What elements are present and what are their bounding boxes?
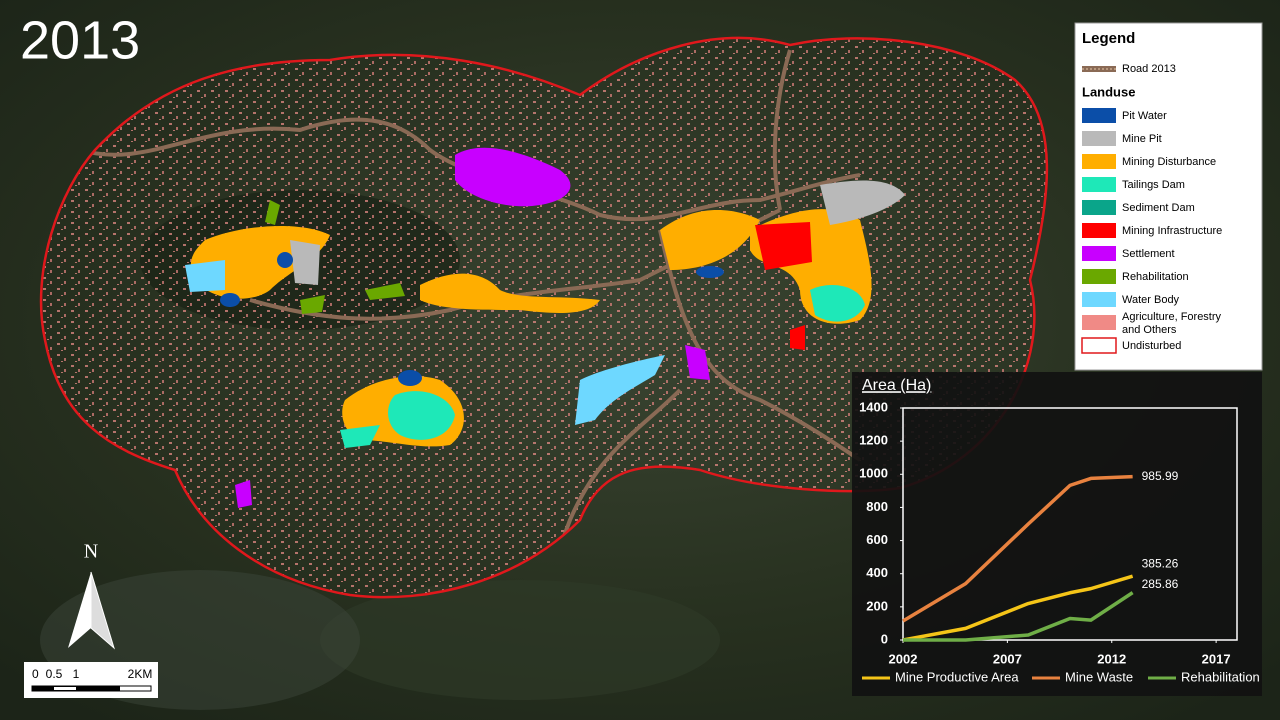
legend-label: Mine Productive Area [895,669,1019,684]
y-tick-label: 0 [881,631,888,646]
data-label: 985.99 [1142,469,1179,483]
north-arrow [90,571,115,650]
legend-swatch [1082,223,1116,238]
legend-label: Tailings Dam [1122,179,1185,191]
series-line [903,591,1134,642]
legend-swatch [1081,337,1117,354]
legend-label: Rehabilitation [1122,271,1189,283]
y-tick-label: 400 [866,565,888,580]
x-tick-label: 2007 [993,651,1022,666]
terrain [320,580,720,700]
data-label: 385.26 [1142,556,1179,570]
scale-label: 0.5 [46,667,63,681]
legend-label: Road 2013 [1122,63,1176,75]
legend-swatch [1082,108,1116,123]
legend-label: Mining Infrastructure [1122,225,1222,237]
legend-swatch [1082,246,1116,261]
x-tick-label: 2012 [1097,651,1126,666]
legend-swatch [1082,200,1116,215]
legend-swatch [1082,269,1116,284]
scale-label: 2KM [128,667,153,681]
scale-box [24,662,158,698]
legend-box [1074,22,1263,371]
legend-label: Water Body [1122,294,1180,306]
scale-bar [54,687,76,690]
series-line [902,474,1133,623]
y-tick-label: 1200 [859,433,888,448]
legend-label: Rehabilitation [1181,669,1260,684]
x-tick-label: 2017 [1202,651,1231,666]
y-tick-label: 600 [866,532,888,547]
x-tick-label: 2002 [889,651,918,666]
y-tick-label: 1400 [859,399,888,414]
legend-swatch [1082,131,1116,146]
north-label: N [84,541,98,563]
y-tick-label: 1000 [859,466,888,481]
legend-label: Settlement [1122,248,1175,260]
legend-swatch [1082,292,1116,307]
legend-label: Sediment Dam [1122,202,1195,214]
legend-swatch [1082,315,1116,330]
scale-label: 1 [73,667,80,681]
chart-title: Area (Ha) [862,377,931,394]
y-tick-label: 200 [866,598,888,613]
series-line [902,574,1134,642]
legend-label: Mine Waste [1065,669,1133,684]
year-label: 2013 [20,10,140,70]
landuse-patches [185,147,905,508]
data-label: 285.86 [1142,577,1179,591]
y-tick-label: 800 [866,499,888,514]
legend-swatch [1082,154,1116,169]
scale-bar [31,685,152,692]
legend-subtitle: Landuse [1082,84,1135,99]
legend-title: Legend [1082,30,1135,47]
legend-label: Agriculture, Forestry and Others [1122,311,1222,336]
north-arrow [68,572,91,648]
plot-frame [902,407,1238,641]
road [249,49,862,598]
scale-label: 0 [32,667,39,681]
legend-label: Pit Water [1122,110,1167,122]
legend-label: Undisturbed [1122,340,1181,352]
legend-label: Mine Pit [1122,133,1162,145]
chart-panel [852,372,1262,696]
legend-swatch [1082,177,1116,192]
legend-label: Mining Disturbance [1122,156,1216,168]
